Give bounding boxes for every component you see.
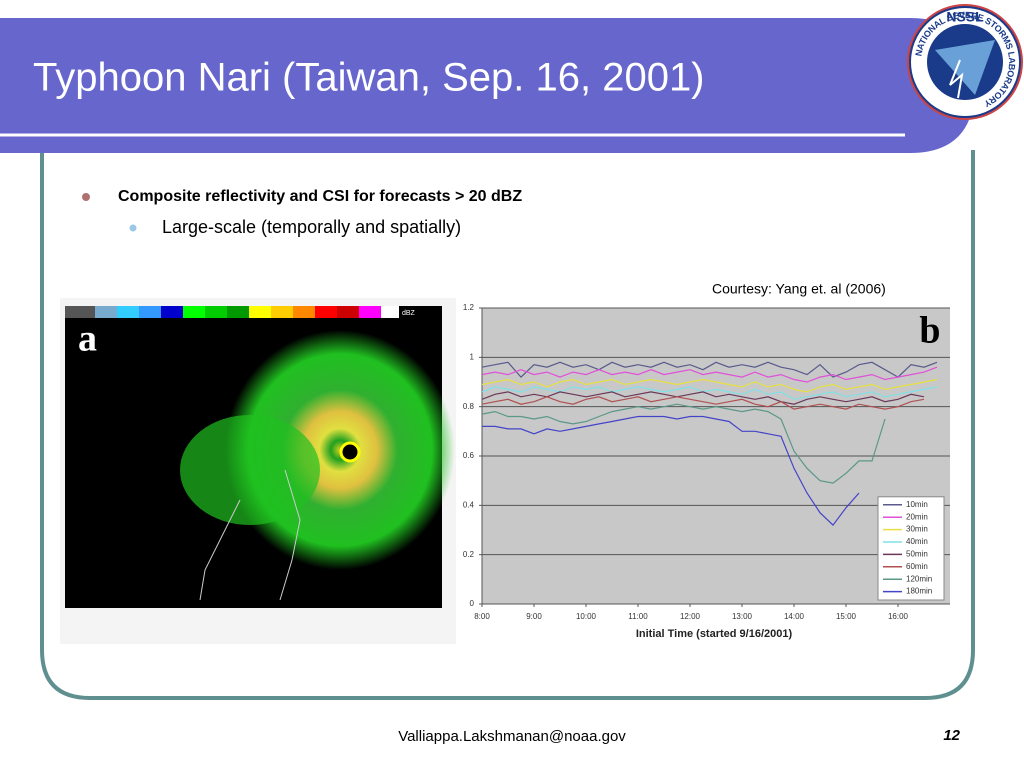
strip-cell <box>381 306 399 318</box>
logo-acronym: NSSL <box>946 9 984 25</box>
x-tick-label: 14:00 <box>784 612 805 621</box>
strip-cell <box>315 306 337 318</box>
eye <box>339 441 361 463</box>
series-line <box>481 366 938 383</box>
legend-box <box>877 496 945 601</box>
series-line <box>482 415 860 526</box>
chart: 0 0.2 0.4 0.6 0.8 1 1.2 8:00 9:00 10:00 11:00 12:00… <box>463 303 950 640</box>
strip-cell <box>139 306 161 318</box>
strip-cell <box>337 306 359 318</box>
frame <box>40 150 975 700</box>
logo-cloud <box>935 40 995 95</box>
x-axis-label: Initial Time (started 9/16/2001) <box>636 628 793 640</box>
slide-title: Typhoon Nari (Taiwan, Sep. 16, 2001) <box>33 56 705 100</box>
legend-label: 10min <box>906 500 928 509</box>
bullet-dot <box>82 193 90 201</box>
legend-label: 120min <box>906 574 932 583</box>
sub-bullet-dot <box>129 224 137 232</box>
y-tick-label: 0.6 <box>463 451 475 460</box>
strip-cell <box>65 306 95 318</box>
strip-cell <box>161 306 183 318</box>
bullet: Composite reflectivity and CSI for forec… <box>118 188 522 205</box>
legend-label: 50min <box>906 550 928 559</box>
page-number: 12 <box>943 727 960 744</box>
panel-label: a <box>78 318 97 360</box>
legend-label: 30min <box>906 525 928 534</box>
credit: Courtesy: Yang et. al (2006) <box>712 281 886 297</box>
panel-label: b <box>919 310 940 352</box>
y-tick-label: 0.4 <box>463 500 475 509</box>
strip-cell <box>249 306 271 318</box>
x-tick-label: 10:00 <box>576 612 597 621</box>
strip-cell <box>205 306 227 318</box>
legend-label: 180min <box>906 587 932 596</box>
strip-cell <box>183 306 205 318</box>
x-tick-label: 12:00 <box>680 612 701 621</box>
y-tick-label: 0 <box>470 599 475 608</box>
legend-label: 20min <box>906 512 928 521</box>
series-line <box>481 391 925 405</box>
strip-cell <box>271 306 293 318</box>
logo-bolt <box>949 59 964 99</box>
strip-cell <box>227 306 249 318</box>
x-tick-label: 8:00 <box>474 612 490 621</box>
header-band <box>0 18 975 153</box>
x-tick-label: 11:00 <box>628 612 648 621</box>
strip-cell <box>293 306 315 318</box>
x-tick-label: 9:00 <box>526 612 542 621</box>
series-line <box>481 396 925 410</box>
strip-unit: dBZ <box>402 310 416 317</box>
coastline <box>199 469 301 601</box>
logo: NATIONAL SEVERE STORMS LABORATORY NSSL <box>907 4 1023 120</box>
x-tick-label: 13:00 <box>732 612 753 621</box>
x-tick-label: 16:00 <box>888 612 909 621</box>
rain-band <box>180 415 320 525</box>
y-tick-label: 1.2 <box>463 303 475 312</box>
strip-cell <box>359 306 381 318</box>
y-tick-label: 0.8 <box>463 402 475 411</box>
x-tick-label: 15:00 <box>836 612 857 621</box>
color-strip: dBZ <box>65 306 416 318</box>
series-line <box>481 378 938 393</box>
series-line <box>481 386 938 400</box>
y-tick-label: 0.2 <box>463 550 475 559</box>
footer-email: Valliappa.Lakshmanan@noaa.gov <box>398 728 626 745</box>
series-line <box>481 361 938 378</box>
sub-bullet: Large-scale (temporally and spatially) <box>162 217 461 237</box>
legend-label: 60min <box>906 562 928 571</box>
strip-cell <box>117 306 139 318</box>
y-tick-label: 1 <box>470 352 475 361</box>
legend-label: 40min <box>906 537 928 546</box>
series-line <box>481 403 886 484</box>
radar-panel: dBZ a <box>60 298 456 644</box>
strip-cell <box>95 306 117 318</box>
